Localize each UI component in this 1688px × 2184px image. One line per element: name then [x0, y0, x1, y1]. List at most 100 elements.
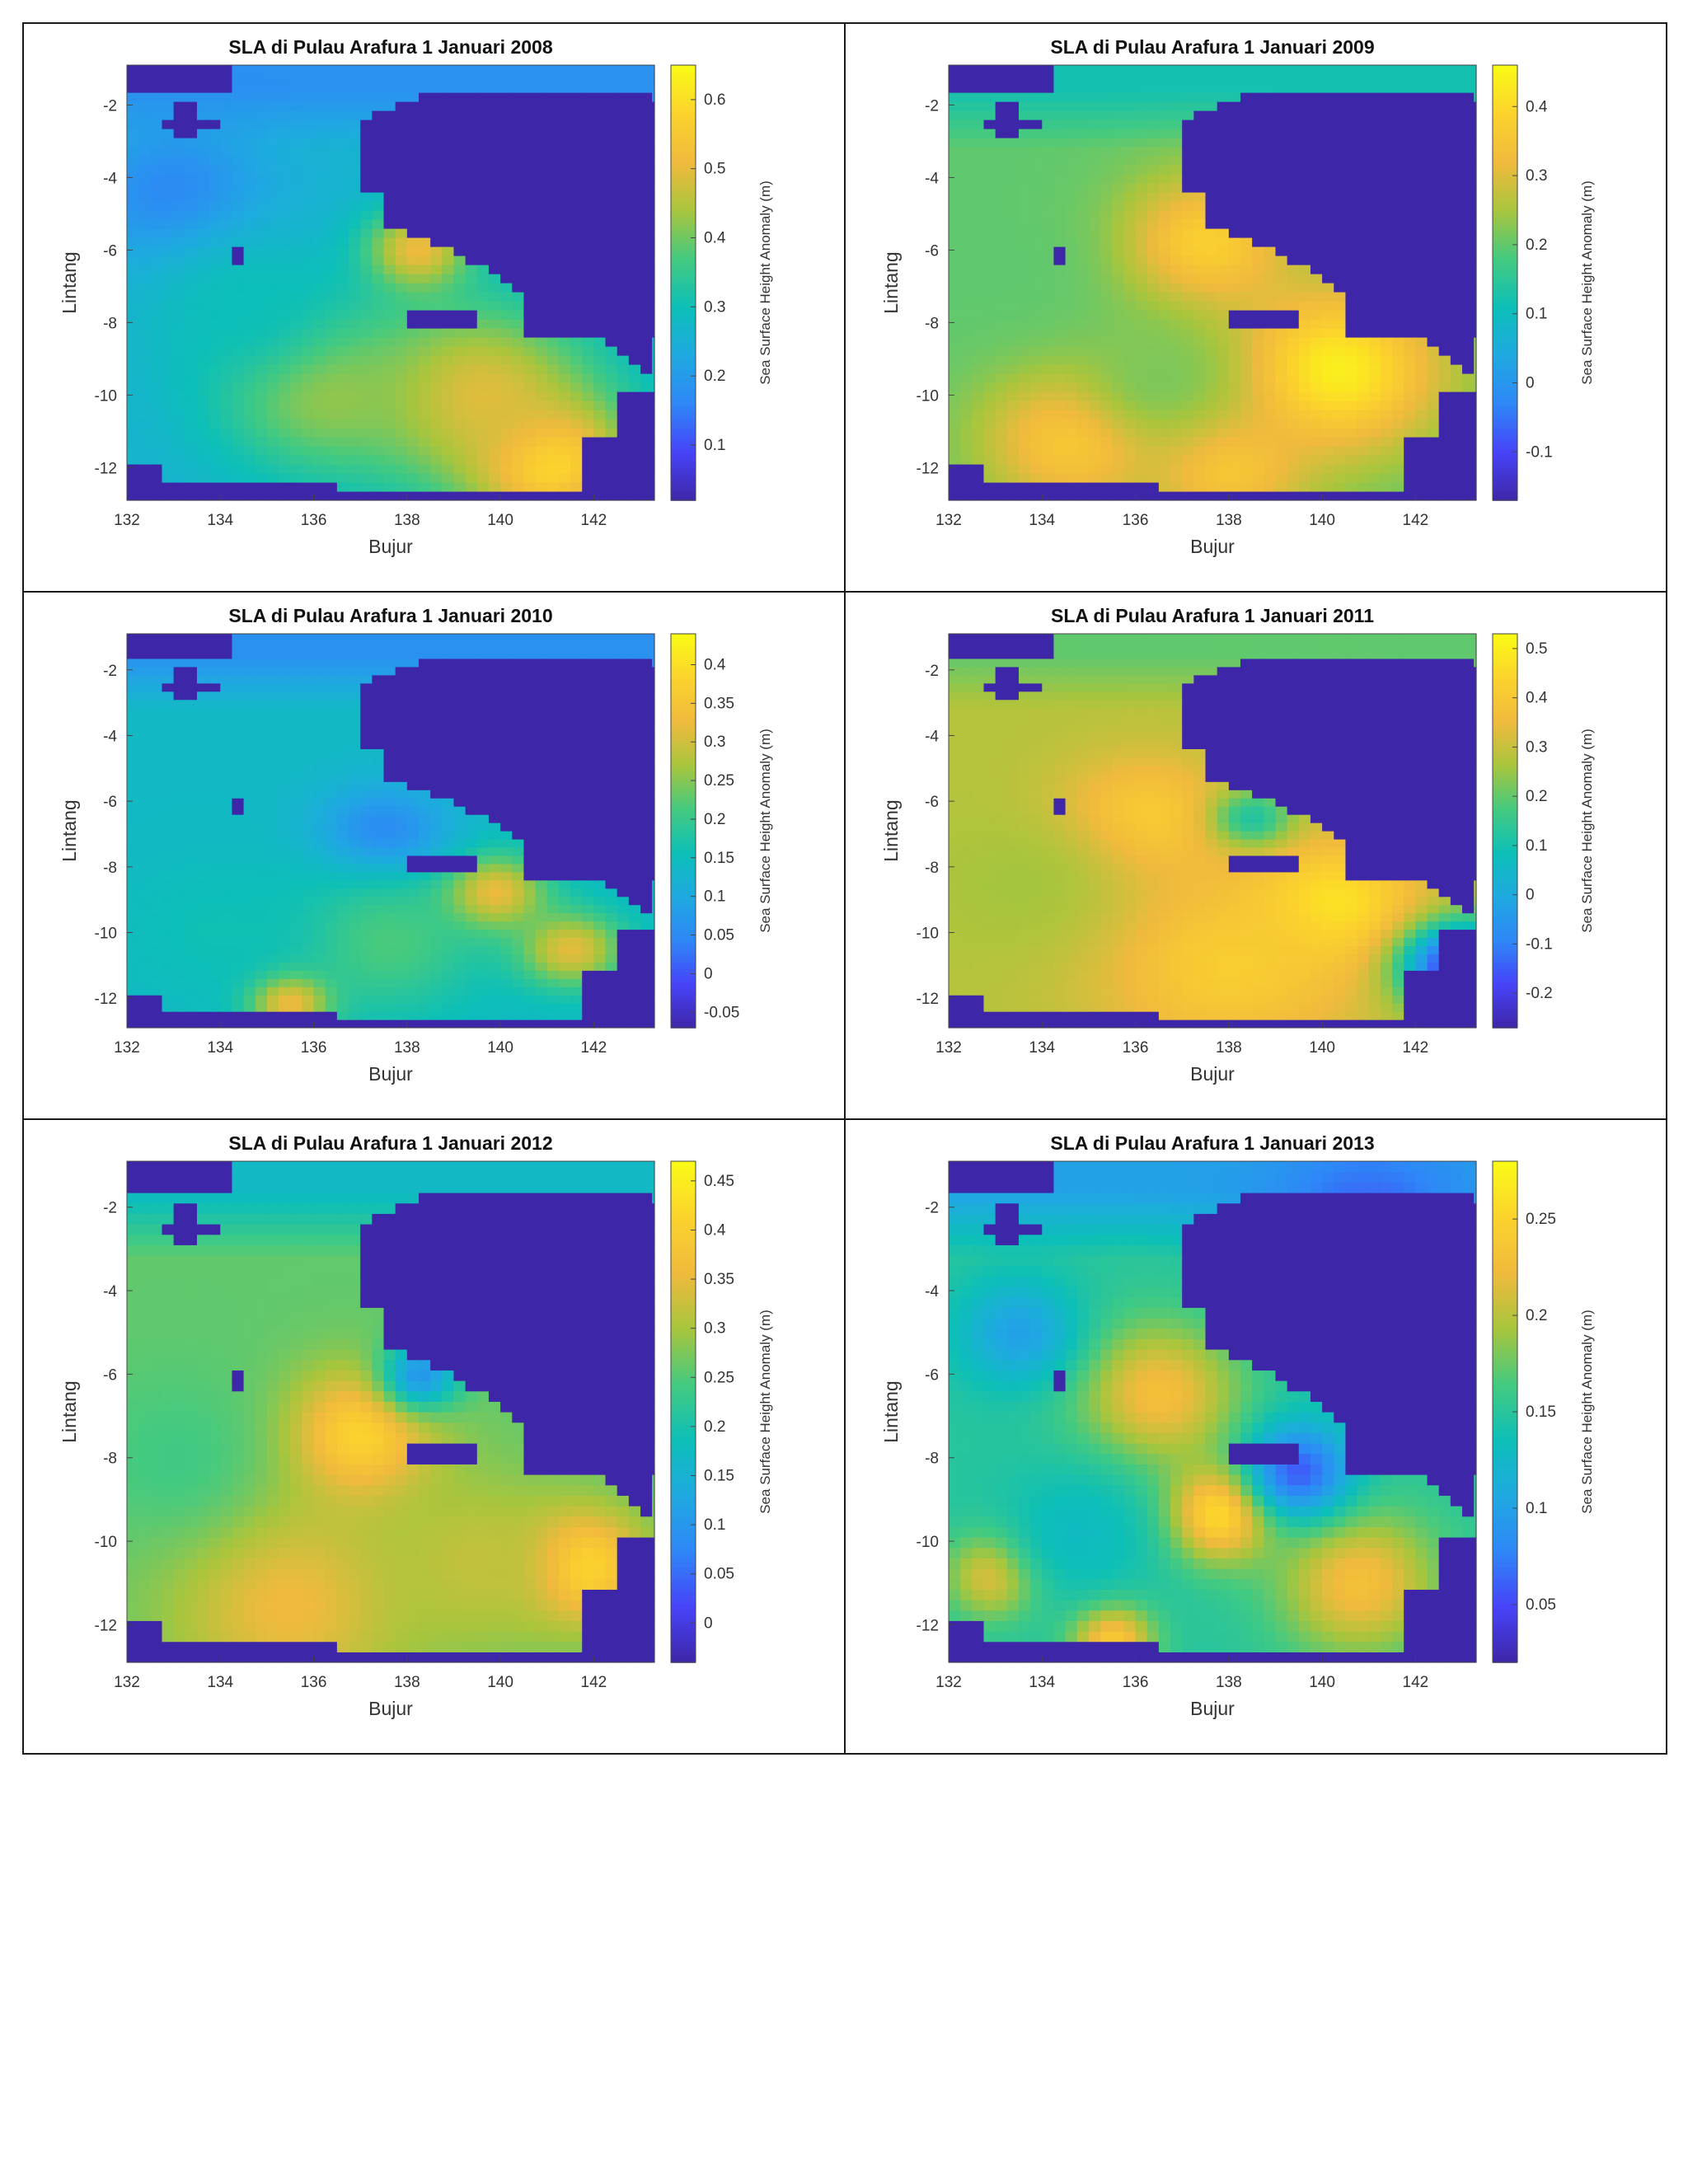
- heatmap-cell: [279, 373, 291, 383]
- heatmap-cell: [972, 491, 985, 501]
- heatmap-cell: [960, 464, 973, 474]
- heatmap-cell: [1334, 110, 1347, 120]
- heatmap-cell: [1193, 120, 1207, 129]
- heatmap-cell: [243, 328, 256, 338]
- heatmap-cell: [546, 310, 560, 320]
- colorbar-swatch: [671, 65, 696, 70]
- heatmap-cell: [1193, 455, 1207, 465]
- heatmap-cell: [1240, 147, 1253, 157]
- heatmap-cell: [1264, 337, 1277, 347]
- heatmap-cell: [1368, 482, 1381, 492]
- heatmap-cell: [406, 156, 420, 166]
- heatmap-cell: [593, 401, 607, 410]
- colorbar-swatch: [671, 369, 696, 374]
- heatmap-cell: [570, 355, 583, 365]
- colorbar-swatch: [671, 410, 696, 415]
- heatmap-cell: [279, 446, 291, 456]
- heatmap-cell: [983, 310, 996, 320]
- heatmap-cell: [628, 83, 641, 93]
- heatmap-cell: [558, 473, 571, 483]
- heatmap-cell: [582, 482, 594, 492]
- heatmap-cell: [266, 274, 279, 284]
- heatmap-cell: [442, 482, 455, 492]
- heatmap-cell: [1264, 92, 1277, 102]
- heatmap-cell: [138, 120, 151, 129]
- heatmap-cell: [628, 401, 641, 410]
- heatmap-cell: [1474, 446, 1477, 456]
- heatmap-cell: [127, 156, 139, 166]
- heatmap-cell: [372, 110, 385, 120]
- heatmap-cell: [138, 641, 151, 651]
- heatmap-cell: [558, 101, 571, 111]
- heatmap-cell: [652, 310, 655, 320]
- heatmap-cell: [995, 92, 1008, 102]
- heatmap-cell: [138, 945, 151, 954]
- heatmap-cell: [360, 337, 373, 347]
- heatmap-cell: [138, 446, 151, 456]
- heatmap-cell: [313, 246, 326, 256]
- heatmap-cell: [1392, 391, 1404, 401]
- heatmap-cell: [1030, 319, 1043, 329]
- heatmap-cell: [500, 428, 513, 438]
- heatmap-cell: [1088, 455, 1101, 465]
- heatmap-cell: [453, 192, 467, 202]
- colorbar-swatch: [671, 180, 696, 185]
- x-tick-label: 134: [207, 512, 233, 529]
- heatmap-cell: [127, 634, 139, 643]
- heatmap-cell: [640, 473, 653, 483]
- heatmap-cell: [349, 482, 361, 492]
- heatmap-cell: [652, 391, 655, 401]
- heatmap-cell: [1310, 192, 1323, 202]
- heatmap-cell: [1088, 110, 1101, 120]
- heatmap-cell: [1053, 138, 1067, 148]
- heatmap-cell: [313, 337, 326, 347]
- heatmap-cell: [360, 428, 373, 438]
- colorbar-swatch: [1493, 199, 1517, 204]
- heatmap-cell: [1123, 455, 1137, 465]
- heatmap-cell: [1310, 255, 1323, 265]
- heatmap-cell: [1264, 101, 1277, 111]
- heatmap-cell: [1474, 373, 1477, 383]
- heatmap-cell: [1112, 92, 1124, 102]
- colorbar-swatch: [671, 377, 696, 382]
- heatmap-cell: [150, 410, 163, 419]
- heatmap-cell: [162, 138, 175, 148]
- heatmap-cell: [150, 732, 163, 742]
- heatmap-cell: [1264, 210, 1277, 220]
- heatmap-cell: [488, 129, 501, 138]
- heatmap-cell: [1123, 265, 1137, 274]
- colorbar-swatch: [671, 148, 696, 153]
- heatmap-cell: [162, 210, 175, 220]
- heatmap-cell: [1170, 138, 1183, 148]
- heatmap-cell: [453, 419, 467, 429]
- heatmap-cell: [1415, 265, 1428, 274]
- heatmap-cell: [1076, 228, 1090, 238]
- heatmap-cell: [1252, 410, 1264, 419]
- heatmap-cell: [995, 255, 1008, 265]
- heatmap-cell: [150, 863, 163, 873]
- heatmap-cell: [418, 455, 431, 465]
- heatmap-cell: [127, 757, 139, 766]
- heatmap-cell: [512, 83, 525, 93]
- heatmap-cell: [1345, 246, 1358, 256]
- heatmap-cell: [336, 83, 349, 93]
- heatmap-cell: [243, 147, 256, 157]
- heatmap-cell: [442, 464, 455, 474]
- heatmap-cell: [1076, 92, 1090, 102]
- heatmap-cell: [127, 879, 139, 889]
- heatmap-cell: [640, 410, 653, 419]
- heatmap-cell: [1205, 83, 1218, 93]
- heatmap-cell: [570, 156, 583, 166]
- colorbar-swatch: [1493, 384, 1517, 389]
- heatmap-cell: [383, 346, 396, 356]
- heatmap-cell: [1334, 147, 1347, 157]
- heatmap-cell: [512, 101, 525, 111]
- heatmap-cell: [1205, 74, 1218, 84]
- heatmap-cell: [313, 419, 326, 429]
- heatmap-cell: [127, 228, 139, 238]
- heatmap-cell: [1474, 301, 1477, 311]
- heatmap-cell: [535, 110, 548, 120]
- heatmap-cell: [1018, 174, 1031, 184]
- x-tick-label: 136: [301, 512, 327, 529]
- heatmap-cell: [1193, 74, 1207, 84]
